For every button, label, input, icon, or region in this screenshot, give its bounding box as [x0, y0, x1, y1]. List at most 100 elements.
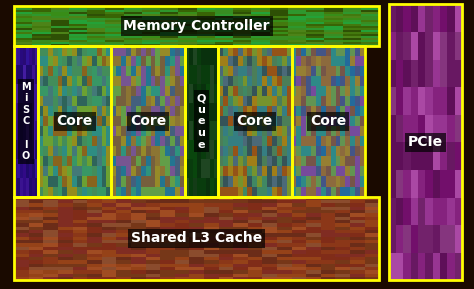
Bar	[336, 227, 350, 230]
Bar	[292, 116, 296, 126]
Bar	[97, 186, 101, 197]
Bar	[29, 220, 44, 223]
Bar	[233, 56, 237, 66]
Bar	[67, 147, 72, 156]
Bar	[306, 126, 311, 136]
Bar	[389, 115, 396, 142]
Bar	[233, 197, 248, 200]
Bar	[151, 126, 155, 136]
Bar	[248, 243, 263, 247]
Bar	[131, 56, 136, 66]
Bar	[57, 126, 63, 136]
Bar	[233, 136, 237, 147]
Bar	[272, 86, 277, 96]
Bar	[14, 267, 29, 270]
Bar	[170, 136, 175, 147]
Bar	[44, 203, 58, 207]
Bar	[178, 44, 197, 46]
Bar	[340, 186, 346, 197]
Bar	[292, 46, 296, 56]
Bar	[306, 136, 311, 147]
Bar	[301, 106, 306, 116]
Bar	[197, 24, 215, 26]
Bar	[311, 136, 316, 147]
Bar	[170, 186, 175, 197]
Bar	[87, 42, 105, 44]
Bar	[228, 147, 233, 156]
Bar	[272, 186, 277, 197]
Bar	[321, 260, 336, 264]
Bar	[190, 220, 204, 223]
Bar	[175, 237, 190, 240]
Bar	[316, 86, 321, 96]
Bar	[92, 66, 97, 76]
Bar	[121, 156, 126, 166]
Bar	[252, 136, 257, 147]
Bar	[228, 136, 233, 147]
Bar	[336, 277, 350, 280]
Bar	[142, 40, 160, 42]
Bar	[350, 243, 365, 247]
Bar	[38, 147, 43, 156]
Bar	[277, 250, 292, 253]
Bar	[170, 106, 175, 116]
Bar	[233, 42, 251, 44]
Bar	[214, 121, 218, 140]
Bar	[14, 257, 29, 260]
Bar	[223, 186, 228, 197]
Bar	[51, 10, 69, 12]
Bar	[311, 76, 316, 86]
Bar	[433, 142, 440, 170]
Bar	[282, 166, 287, 177]
Bar	[58, 234, 73, 237]
Bar	[38, 126, 43, 136]
Bar	[178, 28, 197, 30]
Bar	[35, 103, 38, 121]
Bar	[340, 86, 346, 96]
Bar	[14, 6, 32, 8]
Bar	[306, 257, 321, 260]
Bar	[277, 203, 292, 207]
Bar	[321, 223, 336, 227]
Bar	[72, 66, 77, 76]
Bar	[272, 96, 277, 106]
Bar	[340, 106, 346, 116]
Bar	[218, 46, 292, 197]
Bar	[73, 227, 87, 230]
Bar	[77, 147, 82, 156]
Bar	[111, 156, 116, 166]
Bar	[440, 253, 447, 280]
Bar	[146, 247, 160, 250]
Bar	[331, 106, 336, 116]
Bar	[102, 257, 117, 260]
Bar	[44, 200, 58, 203]
Bar	[219, 213, 233, 217]
Bar	[197, 140, 201, 159]
Bar	[189, 46, 193, 65]
Bar	[277, 96, 282, 106]
Bar	[72, 126, 77, 136]
Bar	[206, 140, 210, 159]
Bar	[117, 274, 131, 277]
Bar	[331, 126, 336, 136]
Bar	[311, 66, 316, 76]
Bar	[160, 200, 175, 203]
Bar	[355, 106, 360, 116]
Bar	[51, 32, 69, 34]
Bar	[58, 264, 73, 267]
Bar	[117, 247, 131, 250]
Bar	[340, 126, 346, 136]
Bar	[257, 186, 262, 197]
Bar	[107, 126, 111, 136]
Bar	[82, 166, 87, 177]
Bar	[63, 66, 67, 76]
Bar	[223, 116, 228, 126]
Bar	[321, 210, 336, 213]
Bar	[51, 40, 69, 42]
Bar	[178, 22, 197, 24]
Bar	[248, 267, 263, 270]
Bar	[287, 126, 292, 136]
Bar	[102, 220, 117, 223]
Bar	[311, 106, 316, 116]
Bar	[410, 115, 418, 142]
